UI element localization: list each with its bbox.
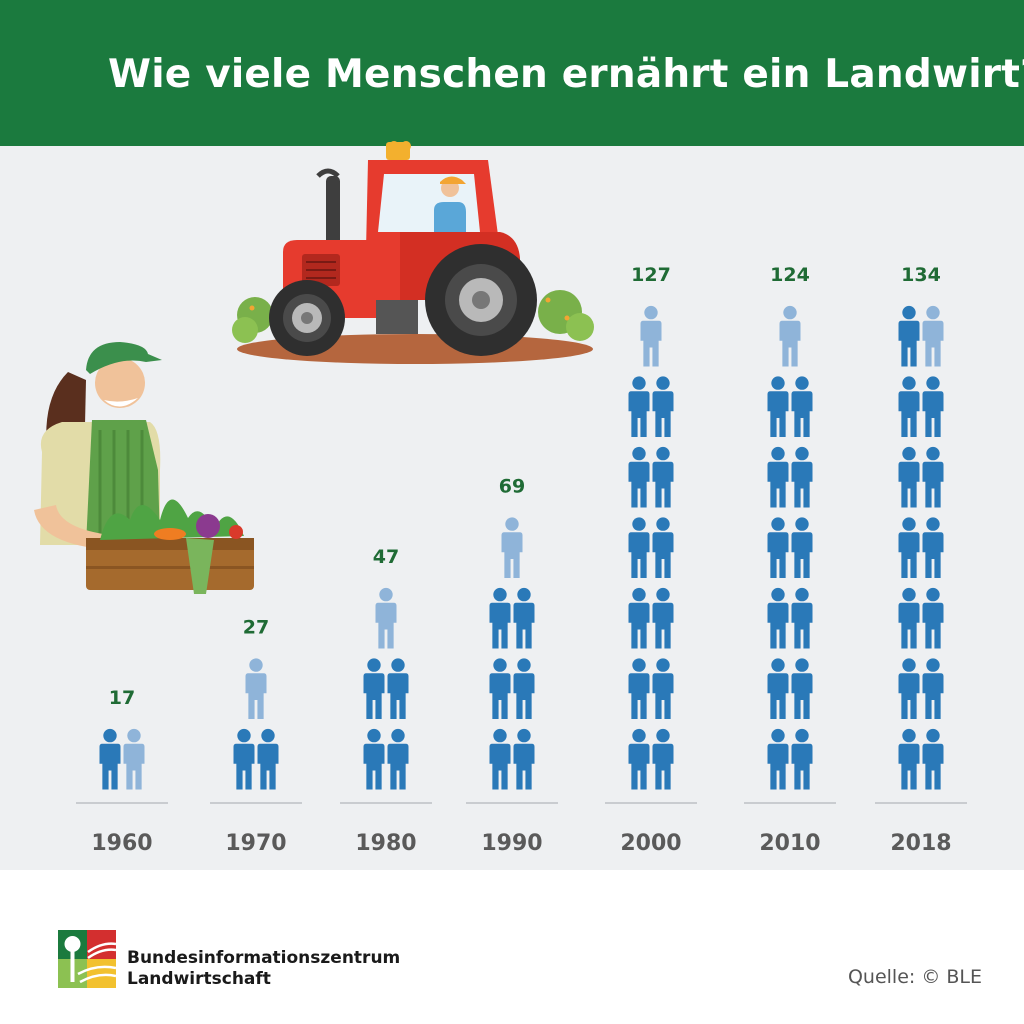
person-icon: [489, 658, 511, 720]
person-icon: [99, 728, 121, 790]
person-icon: [628, 517, 650, 579]
category-labels: 1960 1970 1980 1990 2000 2010 2018: [91, 831, 951, 856]
person-icon: [123, 728, 145, 790]
person-icon: [652, 728, 674, 790]
person-icon: [501, 517, 523, 579]
person-icon: [628, 728, 650, 790]
header-banner: Wie viele Menschen ernährt ein Landwirt?: [0, 0, 1024, 146]
person-icon: [628, 587, 650, 649]
person-icon: [489, 728, 511, 790]
category-label: 1970: [225, 831, 286, 856]
person-icon: [363, 728, 385, 790]
person-icon: [640, 305, 662, 367]
farmer-woman-illustration: [34, 342, 254, 594]
value-label: 124: [770, 264, 810, 286]
person-icon: [513, 728, 535, 790]
person-icon: [791, 728, 813, 790]
person-icon: [791, 658, 813, 720]
person-icon: [898, 658, 920, 720]
person-icon: [898, 728, 920, 790]
person-icon: [898, 376, 920, 438]
value-label: 134: [901, 264, 941, 286]
person-icon: [898, 446, 920, 508]
person-icon: [922, 658, 944, 720]
value-label: 17: [109, 687, 135, 709]
person-icon: [898, 517, 920, 579]
ble-logo: [58, 930, 117, 992]
person-icon: [375, 587, 397, 649]
person-icon: [898, 305, 920, 367]
category-label: 2010: [759, 831, 820, 856]
person-icon: [779, 305, 801, 367]
person-icon: [767, 728, 789, 790]
category-label: 1960: [91, 831, 152, 856]
person-icon: [489, 587, 511, 649]
category-label: 1980: [355, 831, 416, 856]
value-label: 27: [243, 617, 269, 639]
person-icon: [652, 446, 674, 508]
organization-name-line1: Bundesinformationszentrum: [127, 948, 401, 968]
person-icon: [628, 658, 650, 720]
person-icon: [767, 446, 789, 508]
category-label: 2018: [890, 831, 951, 856]
person-icon: [652, 587, 674, 649]
person-icon: [652, 376, 674, 438]
chart-title: Wie viele Menschen ernährt ein Landwirt?: [108, 52, 1024, 97]
value-label: 127: [631, 264, 671, 286]
person-icon: [628, 376, 650, 438]
person-icon: [767, 587, 789, 649]
person-icon: [245, 658, 267, 720]
organization-name: Bundesinformationszentrum Landwirtschaft: [127, 948, 400, 990]
value-labels: 17 27 47 69 127 124 134: [109, 264, 941, 709]
person-icon: [791, 517, 813, 579]
organization-name-line2: Landwirtschaft: [127, 969, 271, 989]
source-note: Quelle: © BLE: [847, 966, 982, 988]
person-icon: [791, 376, 813, 438]
value-label: 69: [499, 476, 525, 498]
ble-logo-mark: [58, 930, 117, 988]
person-icon: [513, 587, 535, 649]
person-icon: [767, 517, 789, 579]
category-label: 2000: [620, 831, 681, 856]
person-icon: [922, 728, 944, 790]
person-icon: [387, 728, 409, 790]
person-icon: [767, 376, 789, 438]
person-icon: [767, 658, 789, 720]
person-icon: [922, 446, 944, 508]
value-label: 47: [373, 546, 399, 568]
person-icon: [791, 587, 813, 649]
person-icon: [628, 446, 650, 508]
person-icon: [922, 517, 944, 579]
category-label: 1990: [481, 831, 542, 856]
person-icon: [652, 517, 674, 579]
person-icon: [387, 658, 409, 720]
person-icon: [363, 658, 385, 720]
person-icon: [922, 376, 944, 438]
person-icon: [791, 446, 813, 508]
person-icon: [922, 305, 944, 367]
person-icon: [513, 658, 535, 720]
person-icon: [898, 587, 920, 649]
person-icon: [922, 587, 944, 649]
person-icon: [652, 658, 674, 720]
person-icon: [257, 728, 279, 790]
person-icon: [233, 728, 255, 790]
tractor-illustration: [232, 141, 594, 364]
